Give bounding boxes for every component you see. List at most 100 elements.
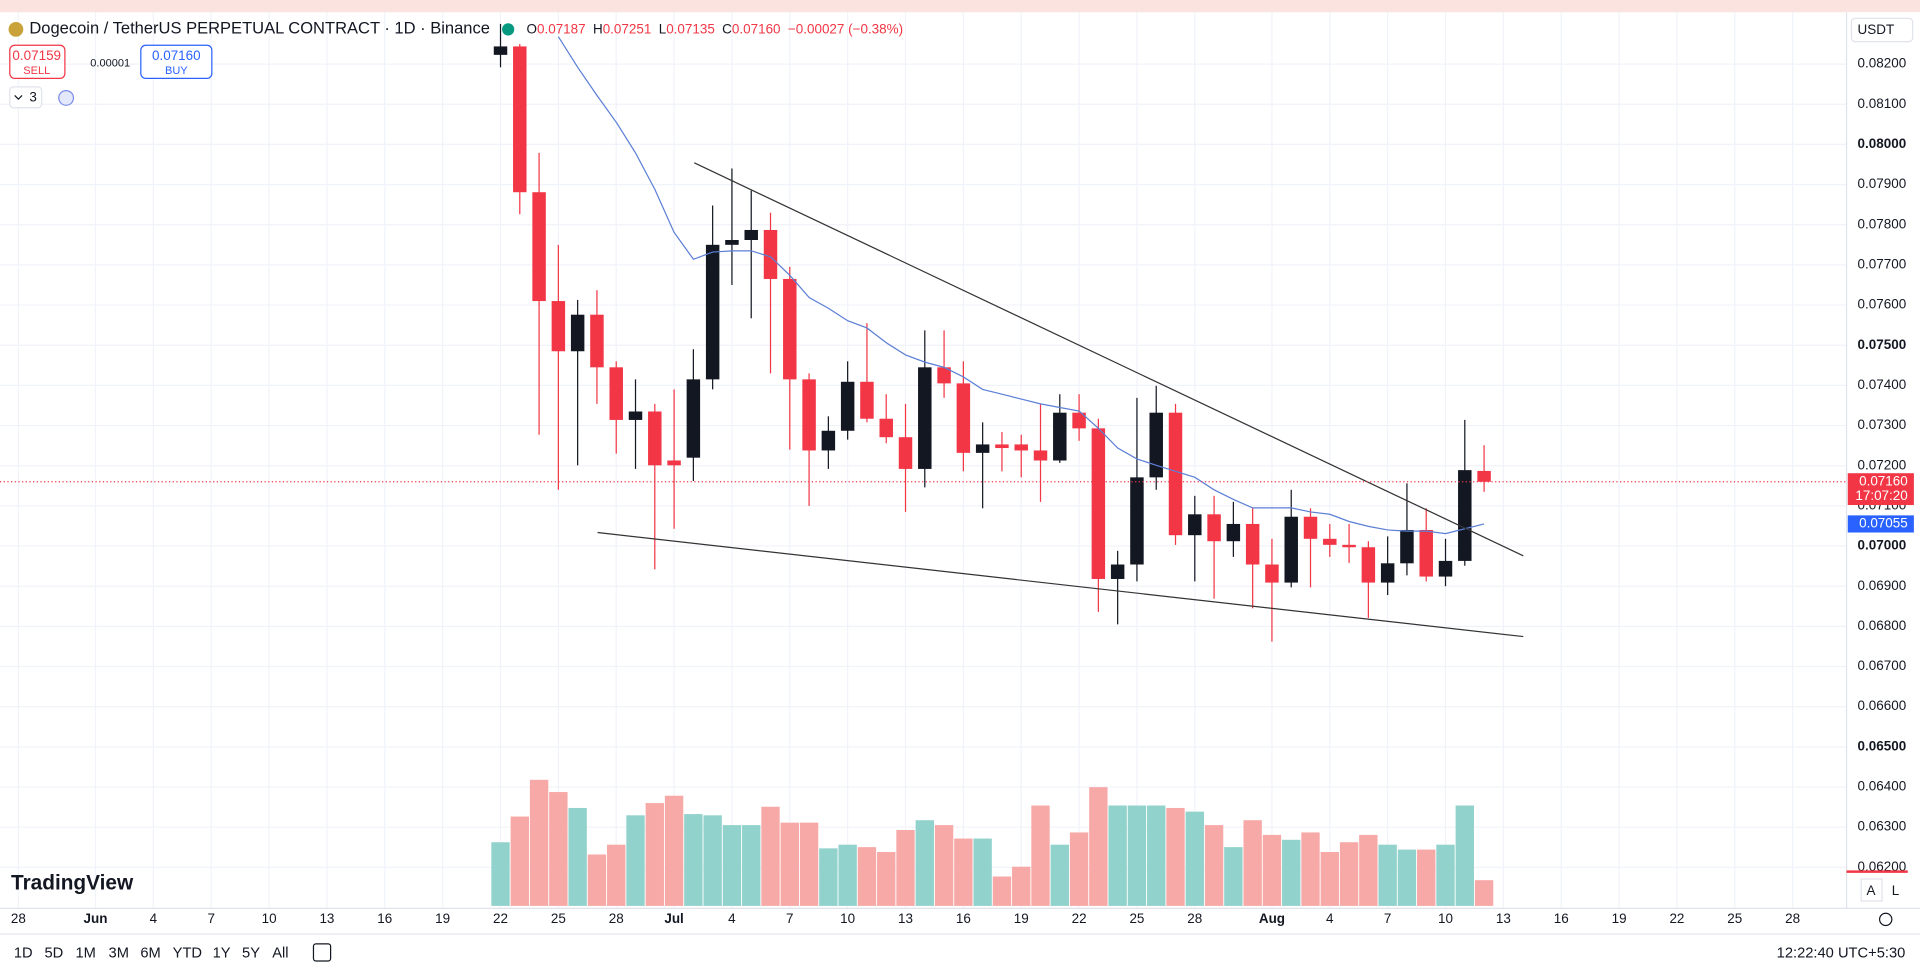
x-tick-label: 7 bbox=[207, 911, 214, 926]
sell-label: SELL bbox=[23, 65, 50, 77]
volume-bar bbox=[1185, 811, 1204, 906]
x-tick-label: 19 bbox=[1014, 911, 1029, 926]
volume-bar bbox=[587, 854, 607, 906]
volume-bar bbox=[1320, 852, 1339, 906]
x-tick-label: 22 bbox=[1072, 911, 1087, 926]
x-tick-label: 28 bbox=[1785, 911, 1800, 926]
volume-bar bbox=[1147, 805, 1166, 906]
candle-body bbox=[1458, 470, 1472, 561]
ohlc-value: 0.07251 bbox=[603, 21, 652, 36]
x-tick-label: 16 bbox=[1554, 911, 1569, 926]
y-tick-label: 0.06500 bbox=[1858, 738, 1907, 753]
range-button[interactable]: 1D bbox=[14, 946, 33, 962]
x-tick-label: Aug bbox=[1259, 911, 1285, 926]
x-tick-label: 10 bbox=[1438, 911, 1453, 926]
price-label: 0.07160 bbox=[1859, 473, 1908, 488]
goto-date[interactable] bbox=[312, 943, 332, 962]
y-tick-label: 0.06600 bbox=[1858, 698, 1907, 713]
ohlc-key: L bbox=[659, 21, 667, 36]
candle-body bbox=[1419, 529, 1433, 577]
candle-body bbox=[783, 278, 797, 380]
currency-select[interactable] bbox=[1850, 17, 1914, 43]
volume-bar bbox=[1378, 844, 1397, 906]
volume-bar bbox=[684, 814, 703, 906]
volume-bar bbox=[1050, 844, 1069, 906]
candle-body bbox=[513, 46, 527, 193]
volume-bar bbox=[1397, 849, 1417, 906]
volume-bar bbox=[761, 806, 780, 906]
volume-bar bbox=[742, 825, 761, 906]
volume-bar bbox=[1069, 832, 1089, 906]
x-tick-label: 28 bbox=[609, 911, 624, 926]
buy-label: BUY bbox=[165, 65, 188, 77]
volume-bar bbox=[819, 848, 838, 906]
range-button[interactable]: 3M bbox=[109, 946, 129, 962]
x-tick-label: 13 bbox=[319, 911, 334, 926]
log-scale[interactable]: L bbox=[1892, 883, 1900, 898]
y-tick-label: 0.07000 bbox=[1858, 538, 1907, 553]
candle-body bbox=[705, 244, 720, 380]
candle-body bbox=[898, 437, 913, 469]
auto-scale-button[interactable] bbox=[1860, 878, 1883, 902]
volume-bar bbox=[722, 825, 742, 906]
volume-bar bbox=[857, 847, 877, 906]
candle-body bbox=[1130, 477, 1144, 565]
candle-body bbox=[821, 430, 836, 451]
x-axis: 28 Jun 4 7 10 13 16 19 22 25 28 Jul 4 7 10 13 16 19 22 25 28… bbox=[11, 911, 1800, 926]
candle-body bbox=[1226, 523, 1241, 542]
candle-body bbox=[590, 314, 604, 368]
range-button[interactable]: 1Y bbox=[213, 946, 231, 962]
price-pane bbox=[493, 23, 1491, 642]
trendline-lower bbox=[597, 531, 1524, 638]
y-tick-label: 0.07600 bbox=[1858, 297, 1907, 312]
x-tick-label: 13 bbox=[1496, 911, 1511, 926]
x-tick-label: 13 bbox=[898, 911, 913, 926]
volume-bar bbox=[838, 844, 857, 906]
volume-bar bbox=[934, 825, 954, 906]
candle-body bbox=[763, 229, 778, 279]
sell-button[interactable] bbox=[9, 44, 66, 79]
settings-icon[interactable] bbox=[1878, 912, 1893, 927]
sync-icon[interactable] bbox=[58, 89, 75, 106]
coin-icon bbox=[8, 22, 24, 37]
candle-body bbox=[1168, 412, 1183, 536]
logo: TradingView bbox=[11, 871, 134, 894]
ohlc-key: H bbox=[593, 21, 603, 36]
ohlc-change: −0.00027 (−0.38%) bbox=[788, 21, 903, 36]
ohlc-key: O bbox=[527, 21, 537, 36]
range-button[interactable]: 1M bbox=[76, 946, 96, 962]
volume-bar bbox=[529, 779, 549, 906]
candle-body bbox=[1361, 547, 1376, 583]
candle-body bbox=[1342, 544, 1356, 548]
range-button[interactable]: All bbox=[272, 946, 288, 962]
volume-bar bbox=[877, 852, 896, 906]
y-tick-label: 0.07500 bbox=[1858, 337, 1907, 352]
symbol-title: Dogecoin / TetherUS PERPETUAL CONTRACT ·… bbox=[29, 19, 490, 38]
candle-body bbox=[840, 381, 855, 431]
indicator-count: 3 bbox=[29, 89, 36, 104]
volume-bar bbox=[1474, 880, 1494, 906]
range-button[interactable]: 6M bbox=[140, 946, 160, 962]
x-tick-label: 28 bbox=[11, 911, 26, 926]
candle-body bbox=[879, 418, 893, 438]
candle-body bbox=[1380, 563, 1395, 583]
volume-bar bbox=[780, 822, 799, 906]
candle-body bbox=[1323, 538, 1337, 545]
candle-body bbox=[609, 367, 623, 420]
x-tick-label: 22 bbox=[1669, 911, 1684, 926]
buy-button[interactable] bbox=[140, 44, 213, 79]
range-button[interactable]: 5Y bbox=[242, 946, 260, 962]
x-tick-label: 10 bbox=[262, 911, 277, 926]
range-button[interactable]: 5D bbox=[44, 946, 63, 962]
top-strip bbox=[0, 0, 1920, 13]
candle-body bbox=[1245, 523, 1260, 565]
range-button[interactable]: YTD bbox=[173, 946, 202, 962]
x-tick-label: Jul bbox=[664, 911, 683, 926]
x-tick-label: 19 bbox=[1612, 911, 1627, 926]
price-label: 0.07055 bbox=[1859, 516, 1908, 531]
candle-body bbox=[1110, 564, 1125, 579]
indicators-toggle[interactable] bbox=[9, 86, 43, 109]
market-status[interactable] bbox=[502, 23, 515, 36]
